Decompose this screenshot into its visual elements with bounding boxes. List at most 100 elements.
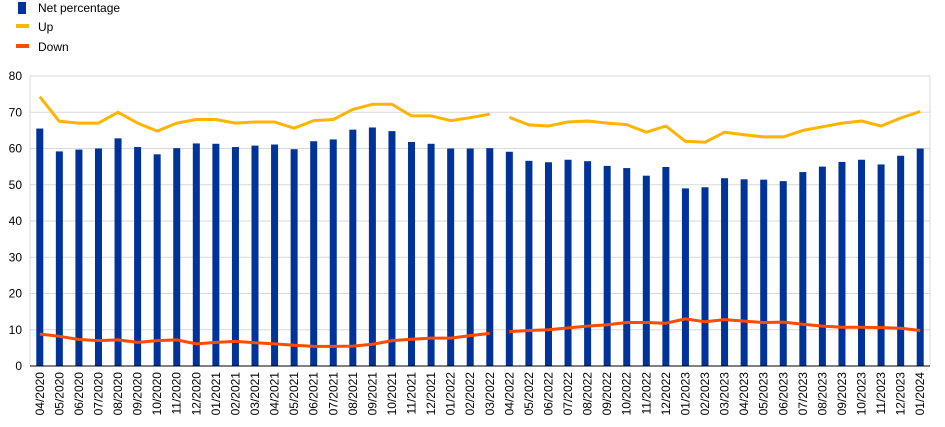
legend-label-net-percentage: Net percentage [38, 1, 120, 15]
x-tick-label: 02/2022 [463, 372, 477, 416]
x-tick-label: 07/2021 [326, 372, 340, 416]
bar [681, 188, 689, 366]
bar [329, 139, 337, 366]
legend-label-up: Up [38, 20, 54, 34]
x-tick-label: 11/2020 [170, 372, 184, 415]
y-tick-label: 60 [9, 142, 23, 156]
x-tick-label: 04/2022 [502, 372, 516, 416]
x-tick-label: 03/2023 [718, 372, 732, 416]
bars-net-percentage [36, 127, 924, 366]
y-axis: 0 10 20 30 40 50 60 70 80 [9, 69, 23, 373]
x-tick-label: 11/2023 [874, 372, 888, 415]
bar [779, 181, 787, 366]
bar [447, 148, 455, 366]
x-tick-label: 05/2020 [52, 372, 66, 416]
bar [486, 148, 494, 366]
x-tick-label: 01/2021 [209, 372, 223, 416]
bar [408, 141, 416, 366]
x-tick-label: 10/2022 [620, 372, 634, 416]
bar [55, 151, 63, 366]
y-tick-label: 20 [9, 287, 23, 301]
bar [427, 143, 435, 366]
x-tick-label: 10/2021 [385, 372, 399, 416]
bar [916, 148, 924, 366]
x-tick-label: 08/2022 [581, 372, 595, 416]
x-tick-label: 08/2021 [346, 372, 360, 416]
bar [799, 172, 807, 366]
x-tick-label: 07/2023 [796, 372, 810, 416]
x-tick-label: 06/2020 [72, 372, 86, 416]
bar [740, 179, 748, 366]
x-tick-label: 09/2020 [131, 372, 145, 416]
y-tick-label: 40 [9, 214, 23, 228]
x-tick-label: 11/2021 [405, 372, 419, 415]
x-tick-label: 03/2021 [248, 372, 262, 416]
x-tick-label: 04/2020 [33, 372, 47, 416]
bar [271, 144, 279, 366]
legend-label-down: Down [38, 40, 69, 54]
x-tick-label: 04/2021 [268, 372, 282, 416]
bar [388, 131, 396, 366]
bar [603, 165, 611, 366]
bar [760, 179, 768, 366]
x-tick-label: 01/2024 [913, 372, 927, 416]
x-tick-label: 10/2023 [855, 372, 869, 416]
x-tick-label: 12/2021 [424, 372, 438, 416]
bar [721, 178, 729, 366]
bar [877, 164, 885, 366]
y-tick-label: 50 [9, 178, 23, 192]
x-tick-label: 02/2021 [228, 372, 242, 416]
x-tick-label: 12/2020 [189, 372, 203, 416]
x-tick-label: 08/2020 [111, 372, 125, 416]
bar [153, 154, 161, 366]
y-tick-label: 70 [9, 105, 23, 119]
bar [838, 161, 846, 366]
bar [642, 175, 650, 366]
line-down [509, 317, 921, 334]
x-tick-label: 09/2022 [600, 372, 614, 416]
bar [349, 129, 357, 366]
series-lines [38, 95, 921, 348]
y-tick-label: 80 [9, 69, 23, 83]
bar [212, 143, 220, 366]
bar [584, 161, 592, 366]
x-tick-label: 09/2023 [835, 372, 849, 416]
bar [192, 143, 200, 366]
bar [368, 127, 376, 366]
x-tick-label: 03/2022 [483, 372, 497, 416]
bar [858, 159, 866, 366]
bar [897, 155, 905, 366]
bar [564, 159, 572, 366]
legend-swatch-up [16, 24, 29, 28]
x-tick-label: 07/2020 [91, 372, 105, 416]
bar [701, 187, 709, 366]
y-tick-label: 30 [9, 250, 23, 264]
bar [505, 151, 513, 366]
x-tick-label: 12/2023 [894, 372, 908, 416]
line-up [508, 110, 921, 144]
legend-swatch-net-percentage [18, 2, 26, 14]
bar [231, 147, 239, 366]
x-tick-label: 04/2023 [737, 372, 751, 416]
line-down [39, 331, 490, 348]
x-tick-label: 06/2021 [307, 372, 321, 416]
x-tick-label: 01/2022 [444, 372, 458, 416]
x-tick-label: 05/2023 [757, 372, 771, 416]
x-tick-label: 10/2020 [150, 372, 164, 416]
bar [94, 148, 102, 366]
bar [525, 160, 533, 366]
bar [290, 149, 298, 366]
x-tick-label: 09/2021 [365, 372, 379, 416]
x-tick-label: 05/2021 [287, 372, 301, 416]
x-axis: 04/2020 05/2020 06/2020 07/2020 08/2020 09/20… [30, 365, 930, 416]
x-tick-label: 02/2023 [698, 372, 712, 416]
x-tick-label: 12/2022 [659, 372, 673, 416]
line-up [38, 95, 491, 133]
legend: Net percentage Up Down [16, 1, 120, 54]
x-tick-label: 06/2023 [776, 372, 790, 416]
bar [310, 141, 318, 366]
bar [114, 138, 122, 366]
bar [544, 162, 552, 366]
bar [662, 166, 670, 366]
x-tick-label: 07/2022 [561, 372, 575, 416]
